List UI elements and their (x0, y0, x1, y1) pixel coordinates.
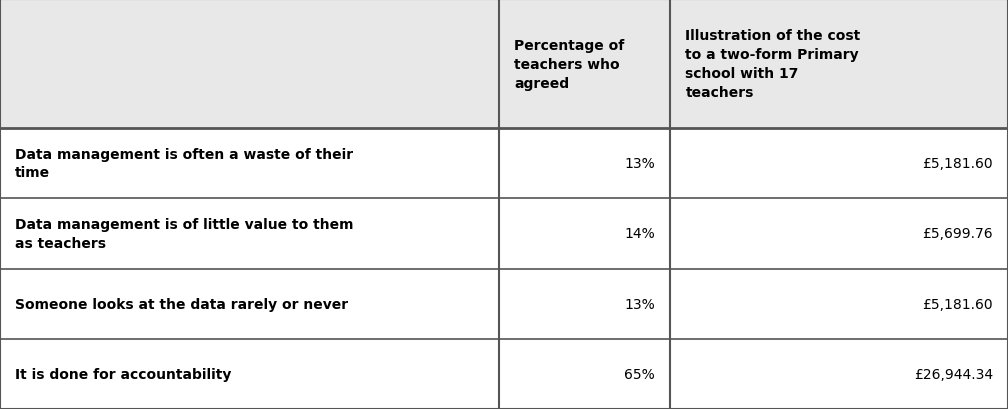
Text: £5,181.60: £5,181.60 (922, 297, 993, 311)
Text: £26,944.34: £26,944.34 (914, 367, 993, 381)
Bar (0, 199, 1008, 269)
Text: Data management is of little value to them
as teachers: Data management is of little value to th… (15, 218, 354, 250)
Bar (0, 269, 1008, 339)
Text: £5,181.60: £5,181.60 (922, 157, 993, 171)
Text: Percentage of
teachers who
agreed: Percentage of teachers who agreed (514, 38, 624, 90)
Bar (0, 0, 1008, 129)
Text: Data management is often a waste of their
time: Data management is often a waste of thei… (15, 148, 353, 180)
Text: 65%: 65% (624, 367, 655, 381)
Text: 14%: 14% (624, 227, 655, 241)
Text: Someone looks at the data rarely or never: Someone looks at the data rarely or neve… (15, 297, 348, 311)
Text: 13%: 13% (624, 297, 655, 311)
Bar (0, 339, 1008, 409)
Text: Illustration of the cost
to a two-form Primary
school with 17
teachers: Illustration of the cost to a two-form P… (685, 29, 861, 100)
Text: 13%: 13% (624, 157, 655, 171)
Text: It is done for accountability: It is done for accountability (15, 367, 232, 381)
Text: £5,699.76: £5,699.76 (922, 227, 993, 241)
Bar (0, 129, 1008, 199)
